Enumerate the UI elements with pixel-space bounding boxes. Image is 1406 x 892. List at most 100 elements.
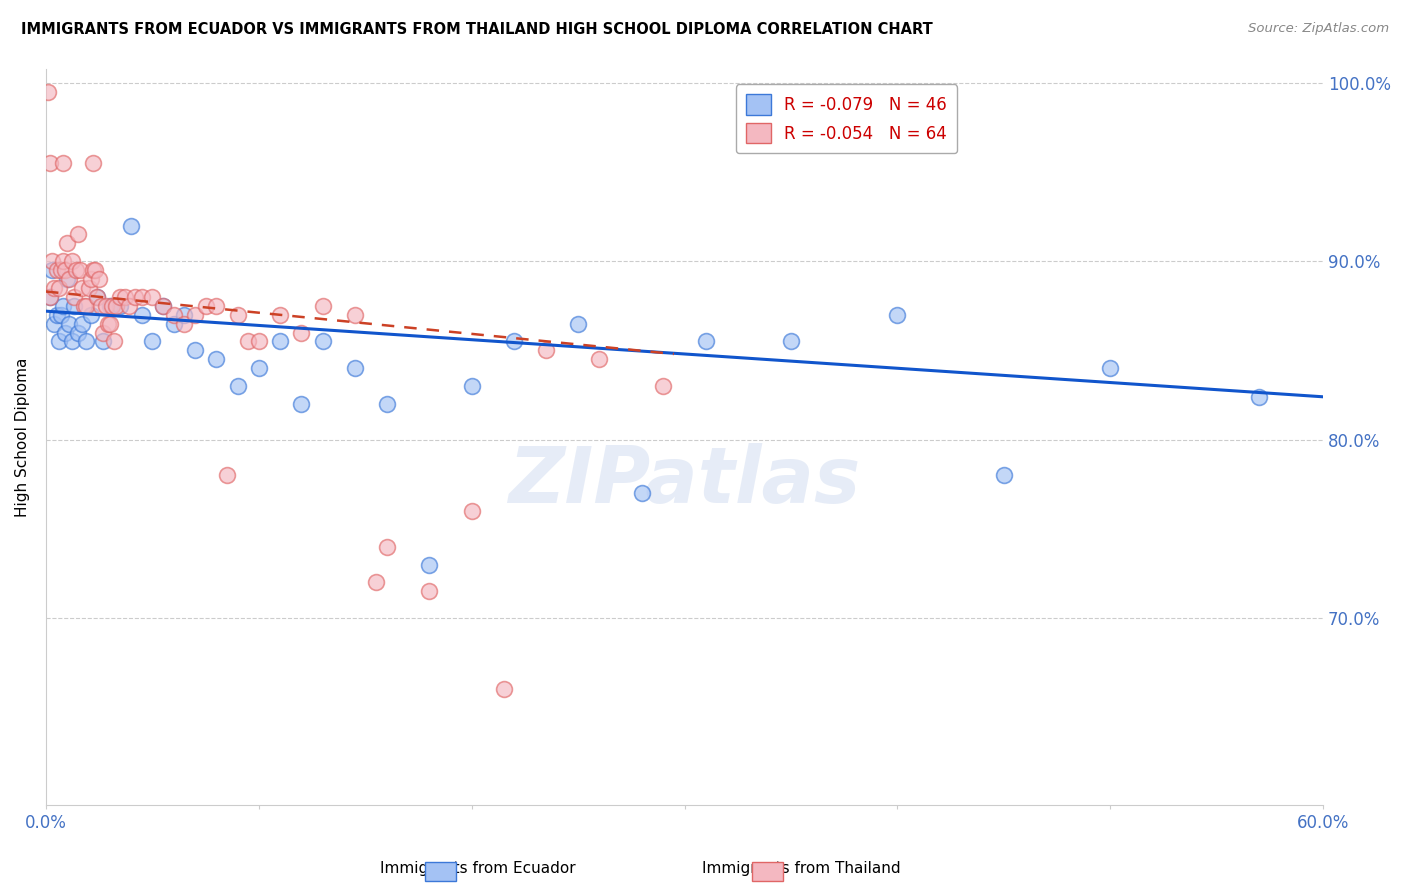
Point <box>84 263 107 277</box>
Point <box>131 308 153 322</box>
Point <box>39 290 62 304</box>
Point <box>375 540 398 554</box>
Point <box>75 334 97 349</box>
Point <box>49 308 72 322</box>
Point <box>39 290 62 304</box>
Point <box>73 299 96 313</box>
Point <box>993 468 1015 483</box>
Point <box>173 317 195 331</box>
Point <box>97 317 120 331</box>
Point <box>93 334 115 349</box>
Point <box>44 317 66 331</box>
Text: IMMIGRANTS FROM ECUADOR VS IMMIGRANTS FROM THAILAND HIGH SCHOOL DIPLOMA CORRELAT: IMMIGRANTS FROM ECUADOR VS IMMIGRANTS FR… <box>21 22 932 37</box>
Point <box>77 281 100 295</box>
Point <box>1099 361 1122 376</box>
Point <box>247 334 270 349</box>
Point <box>56 236 79 251</box>
Point <box>652 379 675 393</box>
Point <box>418 558 440 572</box>
Point <box>124 290 146 304</box>
Point <box>695 334 717 349</box>
Point <box>460 379 482 393</box>
Point <box>82 156 104 170</box>
Point <box>503 334 526 349</box>
Point <box>375 397 398 411</box>
Point <box>75 299 97 313</box>
Point <box>66 227 89 242</box>
Point <box>886 308 908 322</box>
Point <box>312 334 335 349</box>
Point <box>79 308 101 322</box>
Point <box>62 299 84 313</box>
Point <box>93 326 115 340</box>
Point <box>37 85 59 99</box>
Point <box>49 263 72 277</box>
Point <box>780 334 803 349</box>
Point <box>534 343 557 358</box>
Point <box>173 308 195 322</box>
Point <box>343 308 366 322</box>
Point <box>82 263 104 277</box>
Point <box>60 334 83 349</box>
Point <box>492 682 515 697</box>
Point <box>48 334 70 349</box>
Point <box>226 308 249 322</box>
Point <box>184 343 207 358</box>
Point <box>86 290 108 304</box>
Point <box>103 334 125 349</box>
Point <box>312 299 335 313</box>
Point <box>238 334 260 349</box>
Point <box>41 263 63 277</box>
Point <box>110 290 132 304</box>
Point <box>114 290 136 304</box>
Point <box>56 272 79 286</box>
Point <box>226 379 249 393</box>
Point <box>53 326 76 340</box>
Point <box>98 299 121 313</box>
Point <box>163 317 186 331</box>
Point <box>141 334 163 349</box>
Point <box>184 308 207 322</box>
Point <box>343 361 366 376</box>
Point <box>89 272 111 286</box>
Point <box>152 299 174 313</box>
Point <box>460 504 482 518</box>
Legend: R = -0.079   N = 46, R = -0.054   N = 64: R = -0.079 N = 46, R = -0.054 N = 64 <box>737 84 957 153</box>
Y-axis label: High School Diploma: High School Diploma <box>15 358 30 516</box>
Point <box>110 299 132 313</box>
Point <box>364 575 387 590</box>
Point <box>70 281 93 295</box>
Point <box>69 263 91 277</box>
Point <box>290 397 312 411</box>
Point <box>141 290 163 304</box>
Point <box>94 299 117 313</box>
Point <box>41 254 63 268</box>
Point <box>269 308 291 322</box>
Point <box>290 326 312 340</box>
Text: Source: ZipAtlas.com: Source: ZipAtlas.com <box>1249 22 1389 36</box>
Text: Immigrants from Ecuador: Immigrants from Ecuador <box>380 861 576 876</box>
Point <box>52 254 75 268</box>
Text: Immigrants from Thailand: Immigrants from Thailand <box>702 861 901 876</box>
Point <box>247 361 270 376</box>
Point <box>58 317 80 331</box>
Point <box>152 299 174 313</box>
Point <box>58 272 80 286</box>
Point <box>39 156 62 170</box>
Point <box>269 334 291 349</box>
Point <box>205 299 228 313</box>
Point <box>418 584 440 599</box>
Point <box>588 352 610 367</box>
Point <box>215 468 238 483</box>
Point <box>45 263 67 277</box>
Point <box>205 352 228 367</box>
Point <box>131 290 153 304</box>
Point <box>60 254 83 268</box>
Point <box>118 299 141 313</box>
Point <box>163 308 186 322</box>
Point <box>52 156 75 170</box>
Point <box>62 290 84 304</box>
Point <box>98 317 121 331</box>
Point <box>79 272 101 286</box>
Point <box>44 281 66 295</box>
